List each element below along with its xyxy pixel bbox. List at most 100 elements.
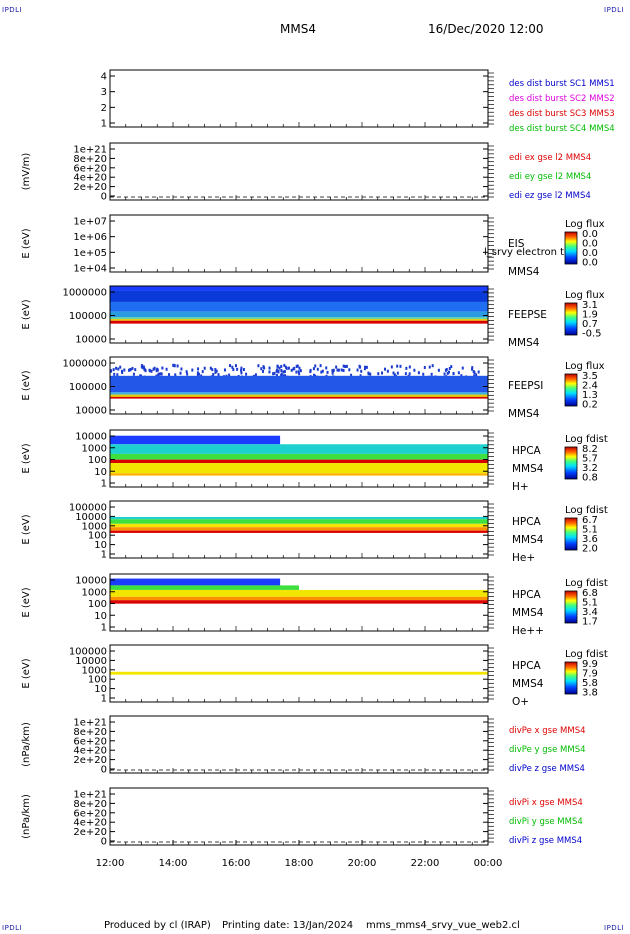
panel-hpca_hepp-ytick-label: 1000 (82, 587, 107, 598)
panel-feepsi-speckle (345, 364, 348, 368)
panel-divpi-ytick-label: 4e+20 (73, 818, 107, 829)
panel-feepsi-speckle (367, 372, 370, 376)
panel-feepsi-speckle (336, 368, 339, 372)
panel-hpca_h-band-4 (110, 463, 488, 474)
panel-eis-ylabel: E (eV) (21, 228, 32, 258)
panel-feepsi-speckle (431, 364, 434, 368)
panel-feepsi-ytick-label: 10000 (75, 406, 107, 417)
panel-feepsi-speckle (422, 372, 425, 376)
panel-feepsi-speckle (326, 370, 329, 374)
panel-feepse-band-0 (110, 286, 488, 291)
panel-dist-legend-1: des dist burst SC2 MMS2 (509, 94, 615, 104)
panel-hpca_hepp-cbar-tick-1: 5.1 (582, 598, 598, 609)
panel-feepsi-speckle (340, 368, 343, 372)
panel-feepsi-speckle (234, 364, 237, 368)
panel-hpca_o-ytick-label: 100000 (69, 647, 107, 658)
panel-feepse-cbar-tick-2: 0.7 (582, 319, 598, 330)
panel-feepsi-speckle (408, 372, 411, 376)
panel-eis-frame (109, 214, 489, 273)
panel-hpca_h-colorbar (564, 446, 578, 480)
panel-feepsi-speckle (298, 372, 301, 376)
panel-hpca_h-ytick-label: 1000 (82, 443, 107, 454)
panel-feepsi-speckle (296, 364, 299, 368)
panel-feepsi-speckle (309, 370, 312, 374)
panel-feepsi-speckle (273, 371, 276, 375)
panel-feepse-band-2 (110, 301, 488, 312)
panel-feepsi-speckle (131, 366, 134, 370)
panel-edi-ytick-label: 2e+20 (73, 182, 107, 193)
panel-feepsi-speckle (477, 370, 480, 374)
panel-hpca_hepp-ytick-label: 10000 (75, 576, 107, 587)
panel-hpca_o-cbar-tick-3: 3.8 (582, 688, 598, 699)
panel-feepsi-speckle (428, 365, 431, 369)
panel-feepsi-speckle (179, 371, 182, 375)
panel-hpca_h-cbar-tick-3: 0.8 (582, 473, 598, 484)
panel-edi-ytick-label: 6e+20 (73, 163, 107, 174)
panel-feepsi-speckle (393, 373, 396, 377)
panel-hpca_o-ytick-label: 1 (101, 694, 107, 705)
panel-divpe-ytick-label: 6e+20 (73, 736, 107, 747)
panel-feepsi-band-1 (110, 375, 488, 393)
panel-hpca_o-right-label-2: O+ (512, 696, 529, 708)
panel-hpca_hepp-ytick-label: 1 (101, 623, 107, 634)
panel-divpi-ytick-label: 2e+20 (73, 827, 107, 838)
panel-divpi-ylabel: (nPa/km) (21, 794, 32, 839)
panel-dist-ytick-label: 2 (101, 103, 107, 114)
panel-eis-ytick-label: 1e+06 (73, 232, 107, 243)
time-tick-label: 20:00 (348, 858, 377, 869)
panel-divpe-legend-0: divPe x gse MMS4 (509, 726, 586, 736)
panel-feepsi-speckle (211, 368, 214, 372)
panel-feepsi-speckle (229, 364, 232, 368)
panel-feepsi-speckle (363, 367, 366, 371)
panel-feepsi-speckle (142, 365, 145, 369)
panel-eis-ytick-label: 1e+07 (73, 217, 107, 228)
panel-divpi-legend-0: divPi x gse MMS4 (509, 798, 583, 808)
panel-hpca_o-band-0 (110, 671, 488, 675)
panel-feepsi-speckle (350, 373, 353, 377)
panel-hpca_hepp-cbar-tick-3: 1.7 (582, 617, 598, 628)
panel-hpca_hepp-band-2 (110, 589, 488, 597)
panel-eis-colorbar (564, 231, 578, 265)
panel-hpca_o-colorbar (564, 661, 578, 695)
panel-dist-legend-2: des dist burst SC3 MMS3 (509, 109, 615, 119)
panel-divpi-legend-1: divPi y gse MMS4 (509, 817, 583, 827)
panel-feepse-right-label-1: MMS4 (508, 337, 540, 349)
panel-feepsi-speckle (260, 367, 263, 371)
panel-hpca_h-right-label-2: H+ (512, 481, 529, 493)
panel-feepsi-speckle (445, 367, 448, 371)
panel-edi-legend-1: edi ey gse l2 MMS4 (509, 172, 591, 182)
panel-feepsi-ytick-label: 100000 (69, 382, 107, 393)
panel-feepsi-speckle (173, 363, 176, 367)
panel-feepsi-speckle (217, 373, 220, 377)
panel-feepsi-speckle (272, 372, 275, 376)
panel-hpca_he-band-4 (110, 530, 488, 533)
panel-feepsi-speckle (245, 372, 248, 376)
panel-feepsi-speckle (386, 369, 389, 373)
footer-printing-date: Printing date: 13/Jan/2024 (222, 920, 354, 931)
panel-hpca_he-ytick-label: 10000 (75, 512, 107, 523)
panel-feepsi-speckle (344, 365, 347, 369)
panel-hpca_h-ytick-label: 100 (88, 455, 107, 466)
footer-filename: mms_mms4_srvy_vue_web2.cl (366, 920, 520, 931)
panel-feepsi-speckle (473, 371, 476, 375)
panel-hpca_h-band-2 (110, 453, 488, 460)
panel-feepsi-speckle (198, 372, 201, 376)
panel-feepsi-speckle (452, 372, 455, 376)
panel-hpca_h-ytick-label: 10000 (75, 432, 107, 443)
corner-label-top-left: IPDLI (2, 6, 23, 14)
panel-hpca_he-ylabel: E (eV) (21, 514, 32, 544)
panel-feepsi-speckle (140, 365, 143, 369)
panel-hpca_he-band-1 (110, 519, 488, 524)
panel-feepsi-right-label-1: MMS4 (508, 408, 540, 420)
panel-feepsi-speckle (423, 365, 426, 369)
panel-feepsi-speckle (232, 368, 235, 372)
panel-feepse-cbar-tick-1: 1.9 (582, 310, 598, 321)
panel-feepsi-speckle (471, 366, 474, 370)
panel-divpe-ytick-label: 2e+20 (73, 755, 107, 766)
panel-feepsi-cbar-tick-1: 2.4 (582, 381, 598, 392)
panel-divpe-ytick-label: 1e+21 (73, 718, 107, 729)
panel-hpca_o-cbar-tick-1: 7.9 (582, 669, 598, 680)
panel-feepsi-speckle (314, 364, 317, 368)
panel-feepsi-speckle (278, 366, 281, 370)
panel-hpca_h-ytick-label: 10 (94, 467, 107, 478)
